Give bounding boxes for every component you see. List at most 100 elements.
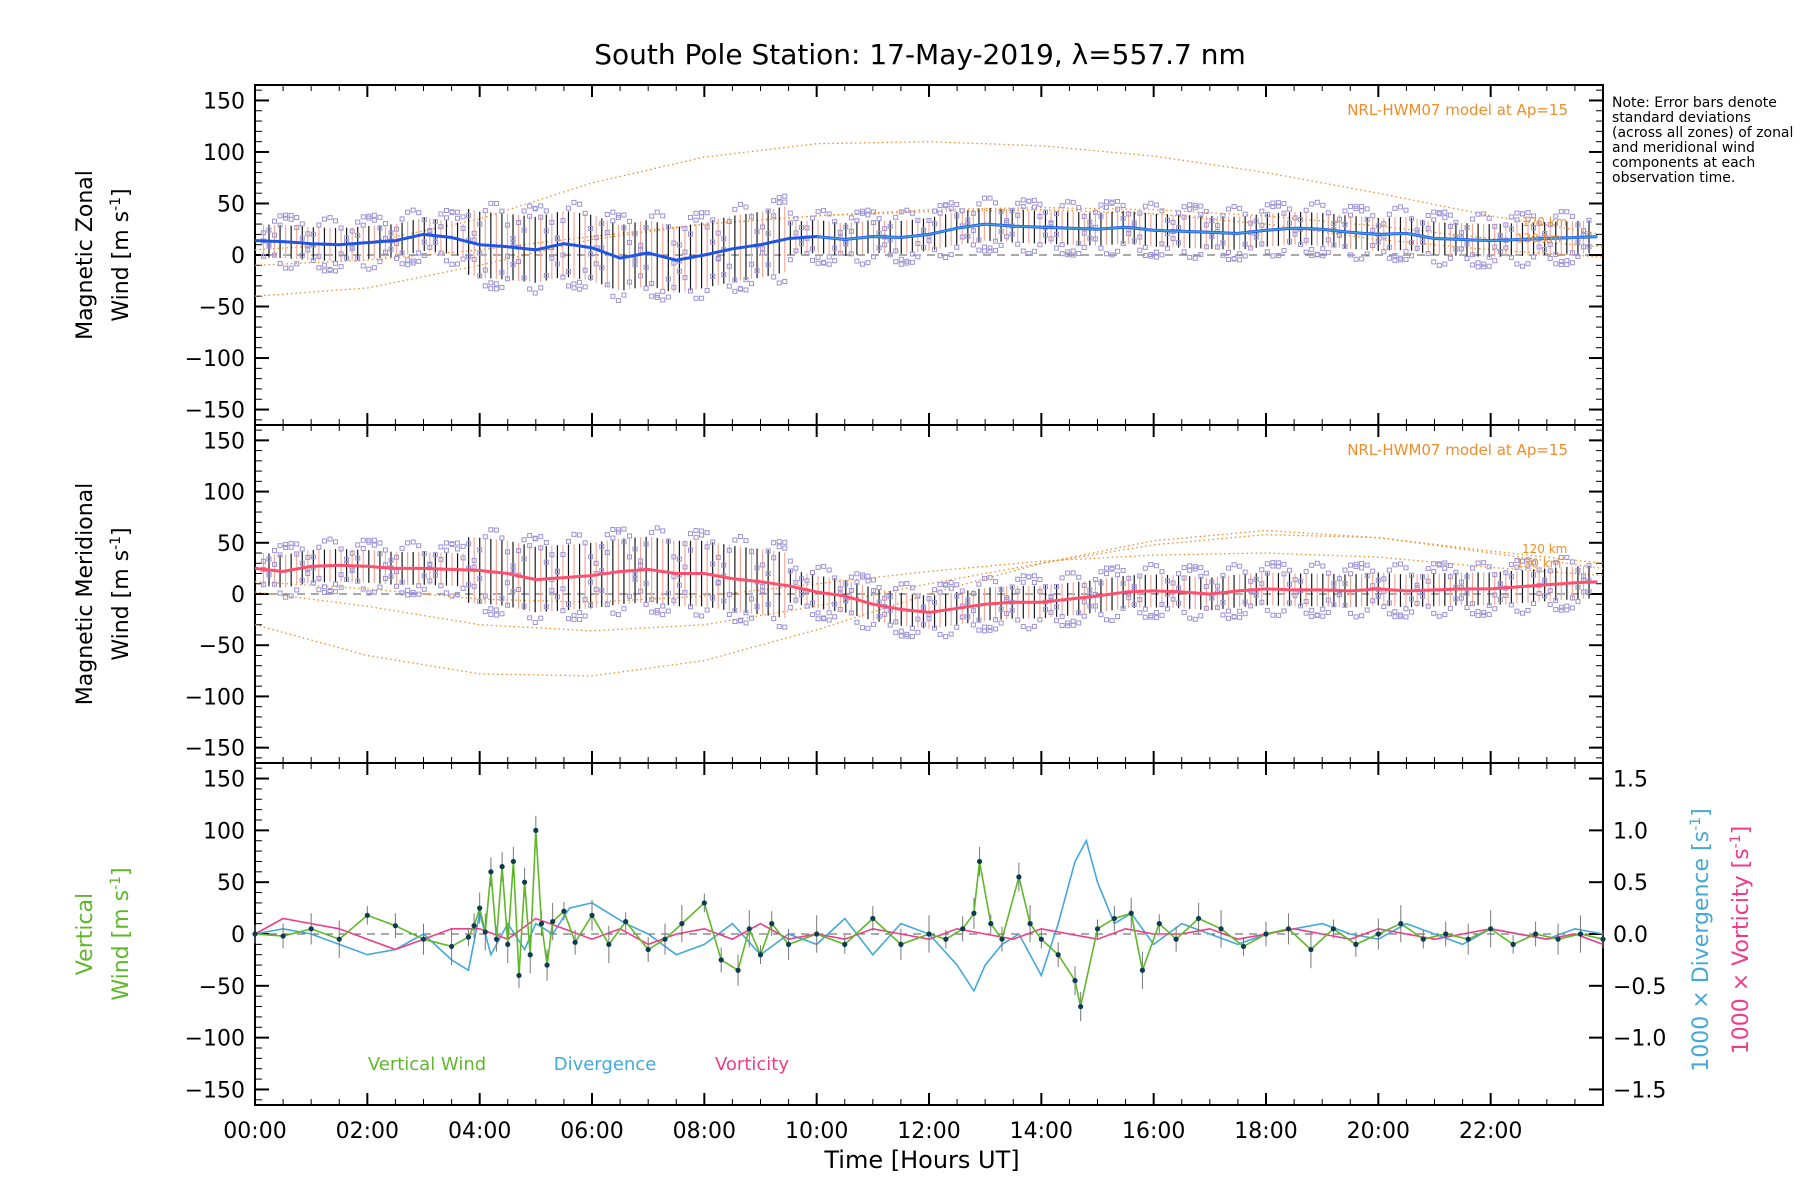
zone-point-zonal bbox=[1564, 262, 1570, 268]
panel-meridional: 150 100 50 0 −50 −100 −150 NRL-HWM07 model at A… bbox=[73, 424, 1604, 764]
zone-point-meridional bbox=[521, 556, 527, 562]
zone-point-meridional bbox=[843, 597, 849, 603]
zone-point-zonal bbox=[981, 195, 987, 201]
zone-point-meridional bbox=[1436, 562, 1442, 568]
zone-point-zonal bbox=[1103, 204, 1109, 210]
vertical-wind-point bbox=[1285, 926, 1292, 932]
zone-point-zonal bbox=[571, 281, 577, 287]
zone-point-meridional bbox=[1037, 589, 1043, 595]
zone-point-zonal bbox=[715, 255, 721, 261]
zone-point-meridional bbox=[1231, 562, 1237, 568]
panel-zonal: 150 100 50 0 −50 −100 −150 NRL-HWM07 model at A… bbox=[73, 84, 1604, 426]
zone-point-zonal bbox=[654, 292, 660, 298]
zone-point-meridional bbox=[1159, 612, 1165, 618]
zone-point-meridional bbox=[1531, 560, 1537, 566]
zone-point-meridional bbox=[466, 541, 472, 547]
zone-point-meridional bbox=[1209, 595, 1215, 601]
zone-point-meridional bbox=[782, 539, 788, 545]
zone-point-zonal bbox=[1475, 211, 1481, 217]
zone-point-meridional bbox=[1492, 606, 1498, 612]
zone-point-zonal bbox=[826, 254, 832, 260]
zone-point-zonal bbox=[704, 210, 710, 216]
zone-point-meridional bbox=[560, 586, 566, 592]
zone-point-zonal bbox=[482, 283, 488, 289]
zone-point-zonal bbox=[421, 216, 427, 222]
zone-point-zonal bbox=[671, 240, 677, 246]
zone-point-zonal bbox=[1181, 214, 1187, 220]
zone-point-meridional bbox=[821, 563, 827, 569]
zone-point-meridional bbox=[737, 617, 743, 623]
zone-point-meridional bbox=[1425, 565, 1431, 571]
vertical-wind-point bbox=[898, 941, 904, 947]
zone-point-meridional bbox=[943, 634, 949, 640]
zone-point-zonal bbox=[455, 215, 461, 221]
zone-point-meridional bbox=[482, 593, 488, 599]
model-label-meridional: NRL-HWM07 model at Ap=15 bbox=[1347, 441, 1568, 459]
zone-point-zonal bbox=[893, 259, 899, 265]
zone-point-meridional bbox=[1492, 592, 1498, 598]
zone-point-zonal bbox=[932, 247, 938, 253]
y-tick-label-vertical-2: 50 bbox=[217, 871, 245, 896]
zone-point-zonal bbox=[438, 211, 444, 217]
zone-point-zonal bbox=[471, 230, 477, 236]
y-tick-label-vertical-5: −100 bbox=[185, 1027, 245, 1052]
zone-point-meridional bbox=[1070, 622, 1076, 628]
zone-point-meridional bbox=[998, 586, 1004, 592]
zone-point-zonal bbox=[1020, 203, 1026, 209]
zone-point-meridional bbox=[1514, 608, 1520, 614]
zone-point-meridional bbox=[1270, 612, 1276, 618]
zone-point-meridional bbox=[283, 594, 289, 600]
zone-point-meridional bbox=[1065, 623, 1071, 629]
zone-point-zonal bbox=[815, 209, 821, 215]
zone-point-zonal bbox=[310, 257, 316, 263]
zone-point-zonal bbox=[327, 215, 333, 221]
zone-point-zonal bbox=[416, 250, 422, 256]
zone-point-zonal bbox=[1292, 231, 1298, 237]
zone-point-zonal bbox=[943, 254, 949, 260]
x-tick-label-11: 22:00 bbox=[1459, 1119, 1522, 1144]
zone-point-zonal bbox=[1198, 203, 1204, 209]
model-alt-label-0-meridional: 120 km bbox=[1522, 542, 1567, 556]
zone-point-zonal bbox=[310, 231, 316, 237]
vertical-wind-point bbox=[1398, 921, 1404, 927]
zone-point-zonal bbox=[1425, 225, 1431, 231]
zone-point-meridional bbox=[826, 617, 832, 623]
zone-point-zonal bbox=[937, 210, 943, 216]
zone-point-zonal bbox=[288, 212, 294, 218]
zone-point-zonal bbox=[1287, 220, 1293, 226]
zone-point-zonal bbox=[937, 203, 943, 209]
vertical-wind-point bbox=[701, 900, 707, 906]
zone-point-zonal bbox=[688, 214, 694, 220]
zone-point-zonal bbox=[810, 246, 816, 252]
zone-point-zonal bbox=[333, 260, 339, 266]
zone-point-meridional bbox=[266, 572, 272, 578]
zone-point-meridional bbox=[638, 563, 644, 569]
zone-point-meridional bbox=[1569, 559, 1575, 565]
zone-point-zonal bbox=[477, 250, 483, 256]
zone-point-meridional bbox=[1431, 610, 1437, 616]
zone-point-meridional bbox=[477, 547, 483, 553]
zone-point-zonal bbox=[610, 218, 616, 224]
zone-point-meridional bbox=[1397, 561, 1403, 567]
zone-point-meridional bbox=[1470, 611, 1476, 617]
zone-point-meridional bbox=[1176, 585, 1182, 591]
zone-point-meridional bbox=[1153, 615, 1159, 621]
zone-point-meridional bbox=[1065, 570, 1071, 576]
zone-point-zonal bbox=[1281, 201, 1287, 207]
zone-point-meridional bbox=[421, 551, 427, 557]
zone-point-zonal bbox=[382, 249, 388, 255]
zone-point-zonal bbox=[765, 231, 771, 237]
zone-point-zonal bbox=[1237, 257, 1243, 263]
zone-point-zonal bbox=[1214, 223, 1220, 229]
zone-point-meridional bbox=[848, 587, 854, 593]
zone-point-zonal bbox=[449, 209, 455, 215]
zone-point-meridional bbox=[1331, 602, 1337, 608]
zone-point-meridional bbox=[1103, 565, 1109, 571]
zone-point-zonal bbox=[1375, 223, 1381, 229]
zone-point-meridional bbox=[1353, 564, 1359, 570]
zone-point-meridional bbox=[948, 580, 954, 586]
zone-point-zonal bbox=[460, 225, 466, 231]
zone-point-zonal bbox=[554, 235, 560, 241]
zone-point-zonal bbox=[732, 206, 738, 212]
